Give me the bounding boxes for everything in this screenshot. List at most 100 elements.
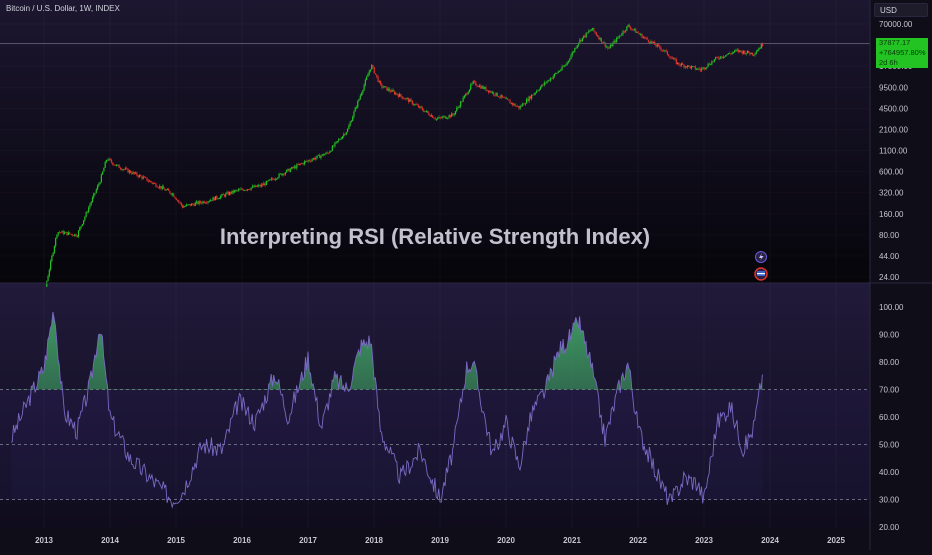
price-candle [325, 152, 327, 155]
price-candle [640, 33, 642, 35]
price-candle [518, 106, 520, 109]
price-candle [495, 92, 497, 96]
price-candle [603, 42, 605, 44]
price-candle [659, 45, 661, 49]
rsi-pane[interactable] [0, 283, 870, 528]
price-candle [656, 44, 658, 47]
price-candle [264, 183, 266, 186]
price-candle [206, 202, 208, 204]
price-candle [250, 187, 252, 190]
price-candle [110, 160, 113, 163]
price-candle [513, 103, 515, 105]
price-candle [253, 186, 255, 188]
price-candle [322, 154, 325, 156]
price-candle [350, 121, 353, 123]
price-candle [471, 83, 473, 85]
price-candle [557, 71, 559, 73]
price-candle [735, 50, 737, 52]
price-candle [611, 44, 613, 47]
price-candle [204, 202, 207, 204]
price-candle [278, 173, 280, 178]
price-candle [630, 27, 632, 30]
price-candle [182, 205, 184, 208]
price-candle [212, 197, 214, 201]
price-candle [633, 28, 636, 30]
price-candle [288, 168, 290, 172]
price-candle [444, 116, 446, 119]
price-candle [400, 94, 402, 97]
price-candle [468, 89, 471, 93]
price-candle [381, 84, 383, 88]
price-candle [216, 196, 218, 199]
price-candle [314, 158, 316, 160]
price-candle [664, 50, 666, 52]
price-candle [70, 233, 72, 235]
price-candle [405, 98, 407, 99]
price-candle [618, 36, 620, 38]
price-candle [677, 62, 679, 64]
price-candle [341, 136, 344, 139]
price-candle [117, 164, 119, 166]
price-candle [556, 72, 558, 74]
price-candle [642, 37, 644, 38]
price-candle [374, 73, 377, 75]
price-candle [387, 88, 389, 91]
price-candle [218, 198, 221, 200]
price-candle [638, 33, 641, 35]
price-candle [188, 204, 190, 206]
symbol-title[interactable]: Bitcoin / U.S. Dollar, 1W, INDEX [6, 4, 120, 13]
price-candle [126, 168, 128, 170]
price-candle [129, 170, 132, 173]
currency-button[interactable]: USD [874, 3, 928, 17]
rsi-area [11, 390, 763, 500]
price-candle [759, 48, 761, 49]
price-candle [364, 79, 366, 86]
price-candle [655, 44, 657, 47]
time-tick-label: 2017 [299, 536, 317, 545]
price-candle [485, 87, 487, 91]
price-candle [413, 104, 415, 106]
flag-icon[interactable] [754, 267, 768, 281]
rsi-series [0, 311, 870, 509]
price-candle [538, 89, 540, 91]
price-candle [131, 172, 133, 174]
price-pane[interactable] [0, 0, 870, 283]
price-candle [371, 65, 373, 70]
price-candle [661, 50, 663, 51]
price-candle [386, 86, 388, 91]
price-candle [619, 35, 622, 37]
price-candle [411, 100, 413, 105]
price-candle [225, 193, 227, 197]
price-candle [480, 85, 482, 89]
price-candle [137, 175, 139, 177]
price-candle [602, 42, 604, 44]
price-candle [241, 188, 243, 190]
rsi-tick-label: 80.00 [879, 358, 900, 367]
price-candle [160, 186, 162, 189]
price-candle [228, 192, 231, 195]
price-candle [390, 90, 392, 92]
price-candle [571, 52, 573, 56]
price-candle [169, 190, 171, 194]
price-candle [652, 41, 655, 43]
price-candle [281, 173, 283, 176]
price-candle [524, 103, 526, 105]
price-candle [708, 63, 710, 65]
price-candle [232, 190, 234, 193]
price-candle [487, 90, 490, 93]
price-candle [244, 190, 246, 191]
last-price: 37877.17 [879, 38, 911, 47]
lightning-icon[interactable] [755, 251, 767, 263]
price-candle [736, 49, 738, 51]
price-candle [57, 232, 59, 235]
price-candle [201, 202, 203, 204]
price-candle [298, 163, 300, 165]
price-candle [419, 106, 421, 108]
price-candle [542, 84, 544, 86]
price-candle [755, 51, 757, 54]
price-candle [565, 64, 567, 66]
price-candle [598, 36, 600, 40]
price-candle [231, 190, 233, 194]
price-candle [607, 46, 609, 49]
